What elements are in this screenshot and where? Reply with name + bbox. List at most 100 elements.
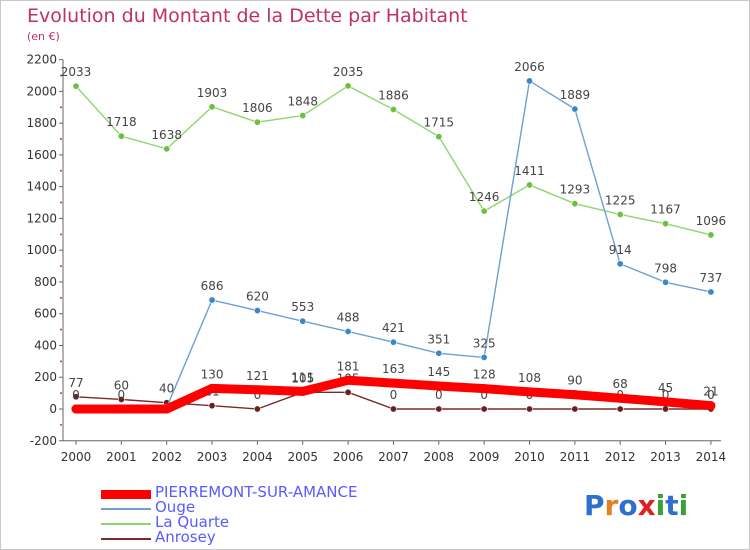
- data-point-pierremont-sur-amance: [479, 384, 489, 394]
- legend-label-anrosey: Anrosey: [155, 528, 216, 546]
- y-tick-label: 600: [34, 307, 57, 321]
- data-point-ouge: [480, 353, 488, 361]
- legend-item-anrosey[interactable]: Anrosey: [101, 528, 401, 546]
- x-tick-label: 2010: [514, 450, 545, 464]
- data-point-anrosey: [480, 405, 488, 413]
- data-point-pierremont-sur-amance: [116, 404, 126, 414]
- data-label-la-quarte: 1246: [469, 190, 500, 204]
- y-tick-label: -200: [30, 434, 57, 448]
- data-point-ouge: [525, 77, 533, 85]
- y-tick-label: 200: [34, 370, 57, 384]
- x-tick-label: 2012: [605, 450, 636, 464]
- data-point-la-quarte: [253, 118, 261, 126]
- data-point-pierremont-sur-amance: [615, 393, 625, 403]
- y-minor-tick: [60, 201, 62, 204]
- data-point-anrosey: [344, 388, 352, 396]
- y-tick-label: 1800: [26, 116, 57, 130]
- data-label-la-quarte: 1718: [106, 115, 137, 129]
- data-label-la-quarte: 1806: [242, 101, 273, 115]
- logo-letter: o: [618, 489, 638, 522]
- data-point-la-quarte: [707, 231, 715, 239]
- y-minor-tick: [60, 423, 62, 426]
- data-label-anrosey: 0: [390, 388, 398, 402]
- data-label-anrosey: 60: [114, 378, 129, 392]
- data-label-la-quarte: 2035: [333, 65, 364, 79]
- x-tick-label: 2011: [560, 450, 591, 464]
- y-tick-label: 1400: [26, 180, 57, 194]
- chart-title: Evolution du Montant de la Dette par Hab…: [27, 5, 468, 27]
- data-point-pierremont-sur-amance: [252, 385, 262, 395]
- data-point-pierremont-sur-amance: [525, 387, 534, 397]
- data-point-anrosey: [662, 405, 670, 413]
- data-point-pierremont-sur-amance: [162, 404, 172, 414]
- data-label-la-quarte: 1225: [605, 193, 636, 207]
- logo-letter: i: [655, 489, 666, 522]
- data-point-la-quarte: [616, 210, 624, 218]
- logo-letter: x: [637, 489, 656, 522]
- data-label-pierremont-sur-amance: 21: [703, 385, 718, 399]
- data-label-ouge: 737: [699, 271, 722, 285]
- data-label-ouge: 2066: [514, 60, 545, 74]
- data-point-pierremont-sur-amance: [388, 378, 398, 388]
- data-point-la-quarte: [163, 145, 171, 153]
- logo-letter: P: [584, 489, 605, 522]
- data-label-la-quarte: 1293: [560, 183, 591, 197]
- data-label-pierremont-sur-amance: 130: [201, 367, 224, 381]
- data-point-la-quarte: [480, 207, 488, 215]
- data-point-anrosey: [525, 405, 533, 413]
- data-point-ouge: [389, 338, 397, 346]
- data-label-ouge: 620: [246, 290, 269, 304]
- logo-letter: t: [665, 489, 679, 522]
- data-label-la-quarte: 1903: [197, 86, 228, 100]
- data-point-pierremont-sur-amance: [434, 381, 444, 391]
- y-tick-label: 800: [34, 275, 57, 289]
- data-point-pierremont-sur-amance: [570, 390, 580, 400]
- data-label-ouge: 914: [609, 243, 632, 257]
- data-label-ouge: 488: [337, 311, 360, 325]
- proxiti-logo: Proxiti: [584, 489, 688, 522]
- data-label-pierremont-sur-amance: 121: [246, 369, 269, 383]
- data-label-pierremont-sur-amance: 90: [567, 374, 582, 388]
- legend-item-ouge[interactable]: Ouge: [101, 498, 401, 516]
- data-point-anrosey: [117, 395, 125, 403]
- data-label-pierremont-sur-amance: 128: [473, 368, 496, 382]
- y-minor-tick: [60, 296, 62, 299]
- y-minor-tick: [60, 138, 62, 141]
- legend-swatch-ouge: [101, 508, 151, 510]
- data-label-la-quarte: 2033: [61, 65, 92, 79]
- legend-swatch-pierremont: [101, 490, 151, 499]
- data-label-la-quarte: 1886: [378, 89, 409, 103]
- data-label-ouge: 421: [382, 321, 405, 335]
- data-point-ouge: [571, 105, 579, 113]
- data-label-la-quarte: 1848: [287, 95, 318, 109]
- data-point-anrosey: [389, 405, 397, 413]
- data-label-la-quarte: 1411: [514, 164, 545, 178]
- y-tick-label: 1200: [26, 211, 57, 225]
- data-point-pierremont-sur-amance: [207, 383, 217, 393]
- legend-label-ouge: Ouge: [155, 498, 196, 516]
- data-label-la-quarte: 1096: [696, 214, 727, 228]
- data-label-anrosey: 0: [435, 388, 443, 402]
- data-point-pierremont-sur-amance: [298, 386, 308, 396]
- data-point-la-quarte: [72, 82, 80, 90]
- data-point-la-quarte: [389, 106, 397, 114]
- chart-subtitle: (en €): [27, 30, 60, 43]
- data-point-ouge: [208, 296, 216, 304]
- x-tick-label: 2005: [287, 450, 318, 464]
- y-minor-tick: [60, 328, 62, 331]
- data-label-pierremont-sur-amance: 108: [518, 371, 541, 385]
- x-tick-label: 2014: [696, 450, 727, 464]
- legend-item-la-quarte[interactable]: La Quarte: [101, 513, 401, 531]
- data-label-la-quarte: 1638: [151, 128, 182, 142]
- x-tick-label: 2008: [424, 450, 455, 464]
- y-tick-label: 400: [34, 338, 57, 352]
- legend-item-pierremont[interactable]: PIERREMONT-SUR-AMANCE: [101, 483, 401, 501]
- data-point-la-quarte: [571, 200, 579, 208]
- data-point-la-quarte: [299, 112, 307, 120]
- y-tick-label: 2200: [26, 53, 57, 67]
- x-tick-label: 2009: [469, 450, 500, 464]
- data-point-ouge: [344, 328, 352, 336]
- data-label-anrosey: 105: [291, 371, 314, 385]
- data-point-ouge: [616, 260, 624, 268]
